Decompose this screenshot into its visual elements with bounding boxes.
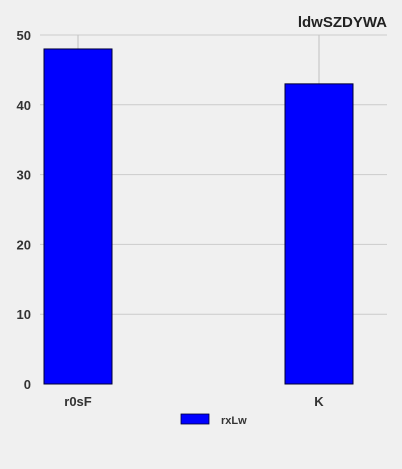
y-tick-label: 0: [24, 377, 31, 392]
y-tick-label: 20: [17, 237, 31, 252]
y-tick-label: 30: [17, 168, 31, 183]
bar-K: [284, 83, 354, 385]
y-tick-label: 10: [17, 307, 31, 322]
y-tick-label: 50: [17, 28, 31, 43]
legend: rxLw: [180, 413, 247, 427]
x-tick-label: r0sF: [64, 394, 92, 409]
y-tick-label: 40: [17, 98, 31, 113]
legend-swatch: [180, 413, 210, 425]
x-tick-label: K: [314, 394, 324, 409]
y-axis-tick-labels: 0 10 20 30 40 50: [17, 28, 31, 392]
legend-label: rxLw: [221, 415, 247, 427]
chart-title: ldwSZDYWA: [298, 14, 387, 31]
bars: [43, 48, 354, 385]
x-axis-tick-labels: r0sF K: [64, 394, 324, 409]
bar-r0sF: [43, 48, 113, 385]
